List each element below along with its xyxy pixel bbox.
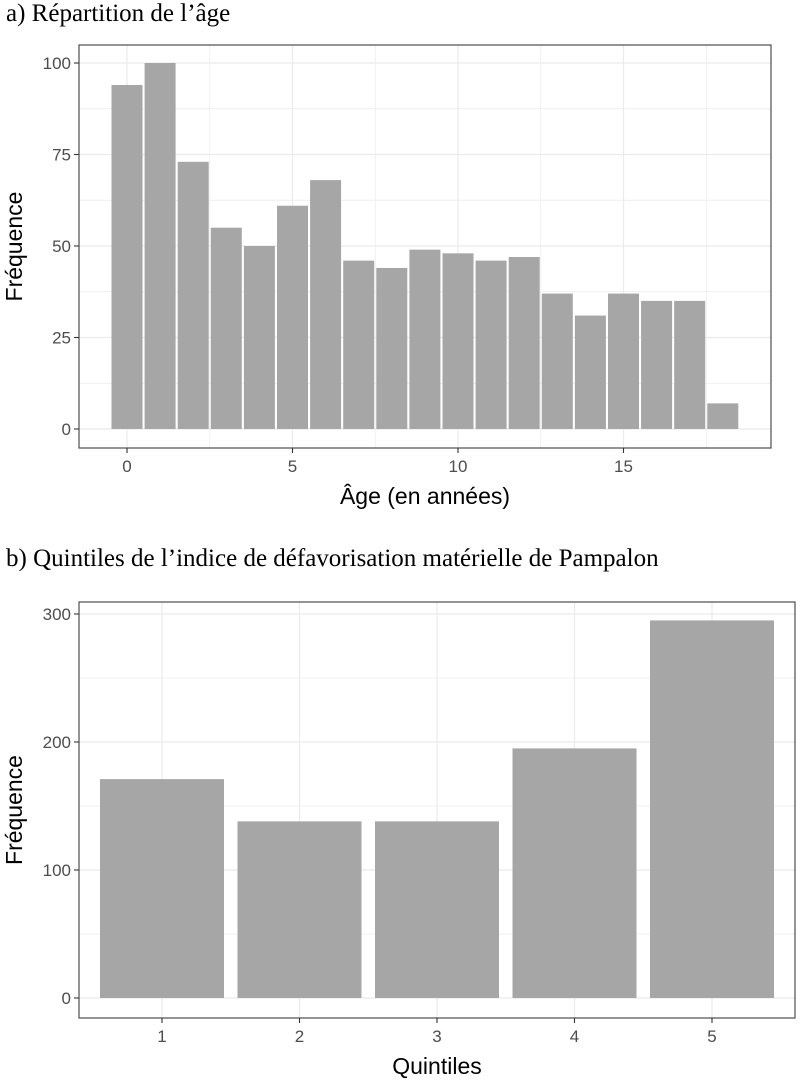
bar: [237, 821, 362, 998]
bar: [508, 256, 540, 429]
y-tick-label: 0: [62, 989, 71, 1008]
chart-a: 0 25 50 75 100 0 5 10 15 Âge (en années) Fréquence: [1, 44, 772, 509]
y-tick-label: 25: [52, 329, 71, 348]
x-tick-label: 4: [570, 1027, 579, 1046]
bar: [144, 63, 176, 429]
x-tick-label: 0: [122, 457, 131, 476]
bar: [512, 748, 637, 998]
bar: [111, 84, 143, 430]
y-tick-label: 300: [43, 605, 71, 624]
bar: [674, 300, 706, 429]
x-tick-label: 2: [295, 1027, 304, 1046]
x-axis-title: Âge (en années): [340, 483, 510, 509]
bar: [574, 315, 606, 429]
bar: [310, 180, 342, 429]
x-tick-label: 5: [288, 457, 297, 476]
x-tick-label: 3: [432, 1027, 441, 1046]
bar: [277, 205, 308, 429]
y-tick-label: 200: [43, 733, 71, 752]
y-axis-title: Fréquence: [1, 192, 27, 302]
panel-border: [78, 601, 796, 1019]
x-axis-title: Quintiles: [392, 1053, 481, 1079]
y-tick-label: 100: [43, 54, 71, 73]
bar: [650, 620, 774, 998]
bar: [100, 779, 224, 998]
bar: [707, 403, 739, 429]
y-tick-label: 100: [43, 861, 71, 880]
x-tick-label: 15: [614, 457, 633, 476]
y-axis-title: Fréquence: [1, 755, 27, 865]
bar: [641, 300, 673, 429]
y-tick-label: 75: [52, 146, 71, 165]
x-tick-label: 1: [157, 1027, 166, 1046]
bar: [442, 253, 474, 429]
bar: [376, 267, 408, 429]
bar: [608, 293, 639, 429]
bar: [541, 293, 573, 429]
y-tick-label: 0: [62, 420, 71, 439]
bar: [210, 227, 242, 429]
x-tick-label: 10: [449, 457, 468, 476]
chart-b-title: b) Quintiles de l’indice de défavorisati…: [6, 545, 659, 572]
y-tick-label: 50: [52, 237, 71, 256]
bar: [475, 260, 507, 429]
bar: [243, 246, 275, 429]
x-tick-label: 5: [707, 1027, 716, 1046]
bar: [409, 249, 441, 429]
bar: [375, 821, 499, 998]
chart-a-title: a) Répartition de l’âge: [6, 0, 231, 27]
bar: [343, 260, 375, 429]
bar: [177, 161, 209, 429]
